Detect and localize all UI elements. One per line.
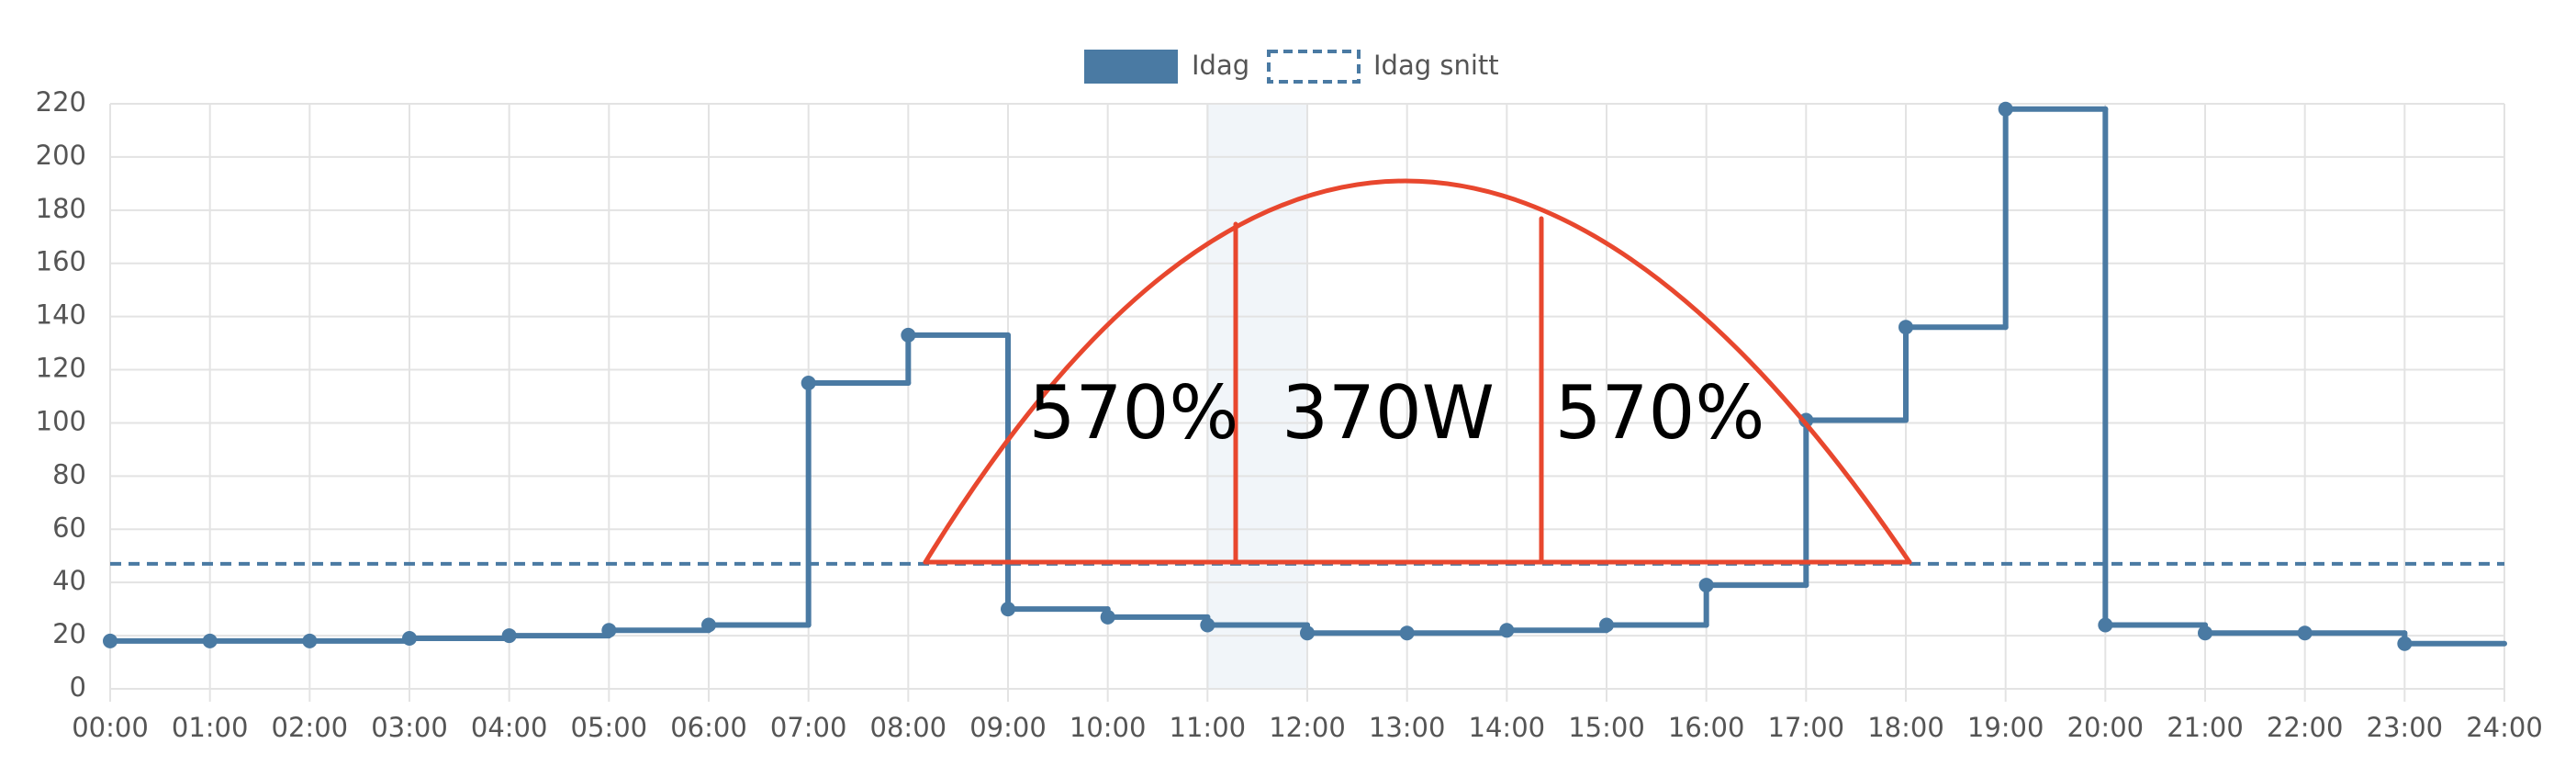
legend-swatch	[1084, 50, 1178, 84]
x-tick-label: 22:00	[2267, 712, 2344, 743]
data-point	[1200, 617, 1215, 633]
x-tick-label: 01:00	[172, 712, 249, 743]
x-tick-label: 13:00	[1369, 712, 1446, 743]
data-point	[2397, 636, 2413, 651]
y-tick-label: 120	[36, 353, 86, 384]
legend-label: Idag	[1192, 50, 1249, 81]
y-tick-label: 100	[36, 405, 86, 436]
y-tick-label: 40	[52, 565, 86, 596]
data-point	[2098, 617, 2113, 633]
x-tick-label: 00:00	[72, 712, 149, 743]
y-tick-label: 220	[36, 86, 86, 118]
data-point	[801, 376, 816, 391]
x-tick-label: 10:00	[1070, 712, 1147, 743]
data-point	[103, 633, 118, 648]
y-tick-label: 80	[52, 458, 86, 490]
data-point	[1898, 320, 1913, 335]
data-point	[1998, 101, 2013, 117]
x-tick-label: 21:00	[2167, 712, 2244, 743]
legend-label: Idag snitt	[1373, 50, 1499, 81]
annotation-label: 570%	[1029, 370, 1239, 456]
x-tick-label: 04:00	[471, 712, 548, 743]
data-point	[302, 633, 318, 648]
x-tick-label: 07:00	[770, 712, 847, 743]
x-tick-label: 16:00	[1668, 712, 1745, 743]
x-tick-label: 15:00	[1568, 712, 1645, 743]
legend-swatch	[1267, 50, 1361, 84]
y-tick-label: 20	[52, 618, 86, 649]
legend: Idag Idag snitt	[1084, 50, 1499, 84]
x-tick-label: 02:00	[272, 712, 349, 743]
x-tick-label: 23:00	[2367, 712, 2444, 743]
y-tick-label: 160	[36, 246, 86, 277]
data-point	[1001, 602, 1015, 617]
x-tick-label: 17:00	[1768, 712, 1845, 743]
plot-background: 0 20 40 60 80 100 120 140 160 180 200 220 00:00 01:00…	[36, 86, 2543, 743]
data-point	[1399, 625, 1415, 641]
x-tick-label: 05:00	[571, 712, 648, 743]
x-tick-label: 14:00	[1469, 712, 1546, 743]
x-tick-label: 18:00	[1867, 712, 1944, 743]
data-point	[1100, 609, 1115, 625]
x-tick-label: 09:00	[969, 712, 1047, 743]
data-point	[2297, 625, 2313, 641]
data-point	[501, 628, 517, 644]
annotation-label: 370W	[1282, 370, 1495, 456]
x-tick-label: 06:00	[670, 712, 747, 743]
x-tick-label: 03:00	[371, 712, 448, 743]
data-point	[1599, 617, 1614, 633]
annotation-label: 570%	[1555, 370, 1765, 456]
x-tick-label: 20:00	[2067, 712, 2145, 743]
x-tick-label: 08:00	[870, 712, 947, 743]
data-point	[1300, 625, 1315, 641]
y-tick-label: 140	[36, 299, 86, 331]
x-tick-label: 12:00	[1269, 712, 1346, 743]
data-point	[202, 633, 218, 648]
data-point	[1499, 623, 1515, 638]
y-tick-label: 200	[36, 140, 86, 171]
x-tick-label: 24:00	[2466, 712, 2543, 743]
annotation-arc	[923, 178, 1912, 565]
data-point	[601, 623, 617, 638]
data-point	[2198, 625, 2212, 641]
data-point	[901, 327, 916, 343]
y-tick-label: 180	[36, 193, 86, 224]
annotation-layer	[923, 178, 1912, 565]
data-point	[701, 617, 716, 633]
data-point	[1698, 578, 1714, 593]
x-tick-label: 11:00	[1170, 712, 1247, 743]
y-tick-label: 60	[52, 512, 86, 543]
data-point	[402, 630, 417, 646]
x-tick-label: 19:00	[1967, 712, 2044, 743]
y-tick-label: 0	[70, 671, 86, 703]
